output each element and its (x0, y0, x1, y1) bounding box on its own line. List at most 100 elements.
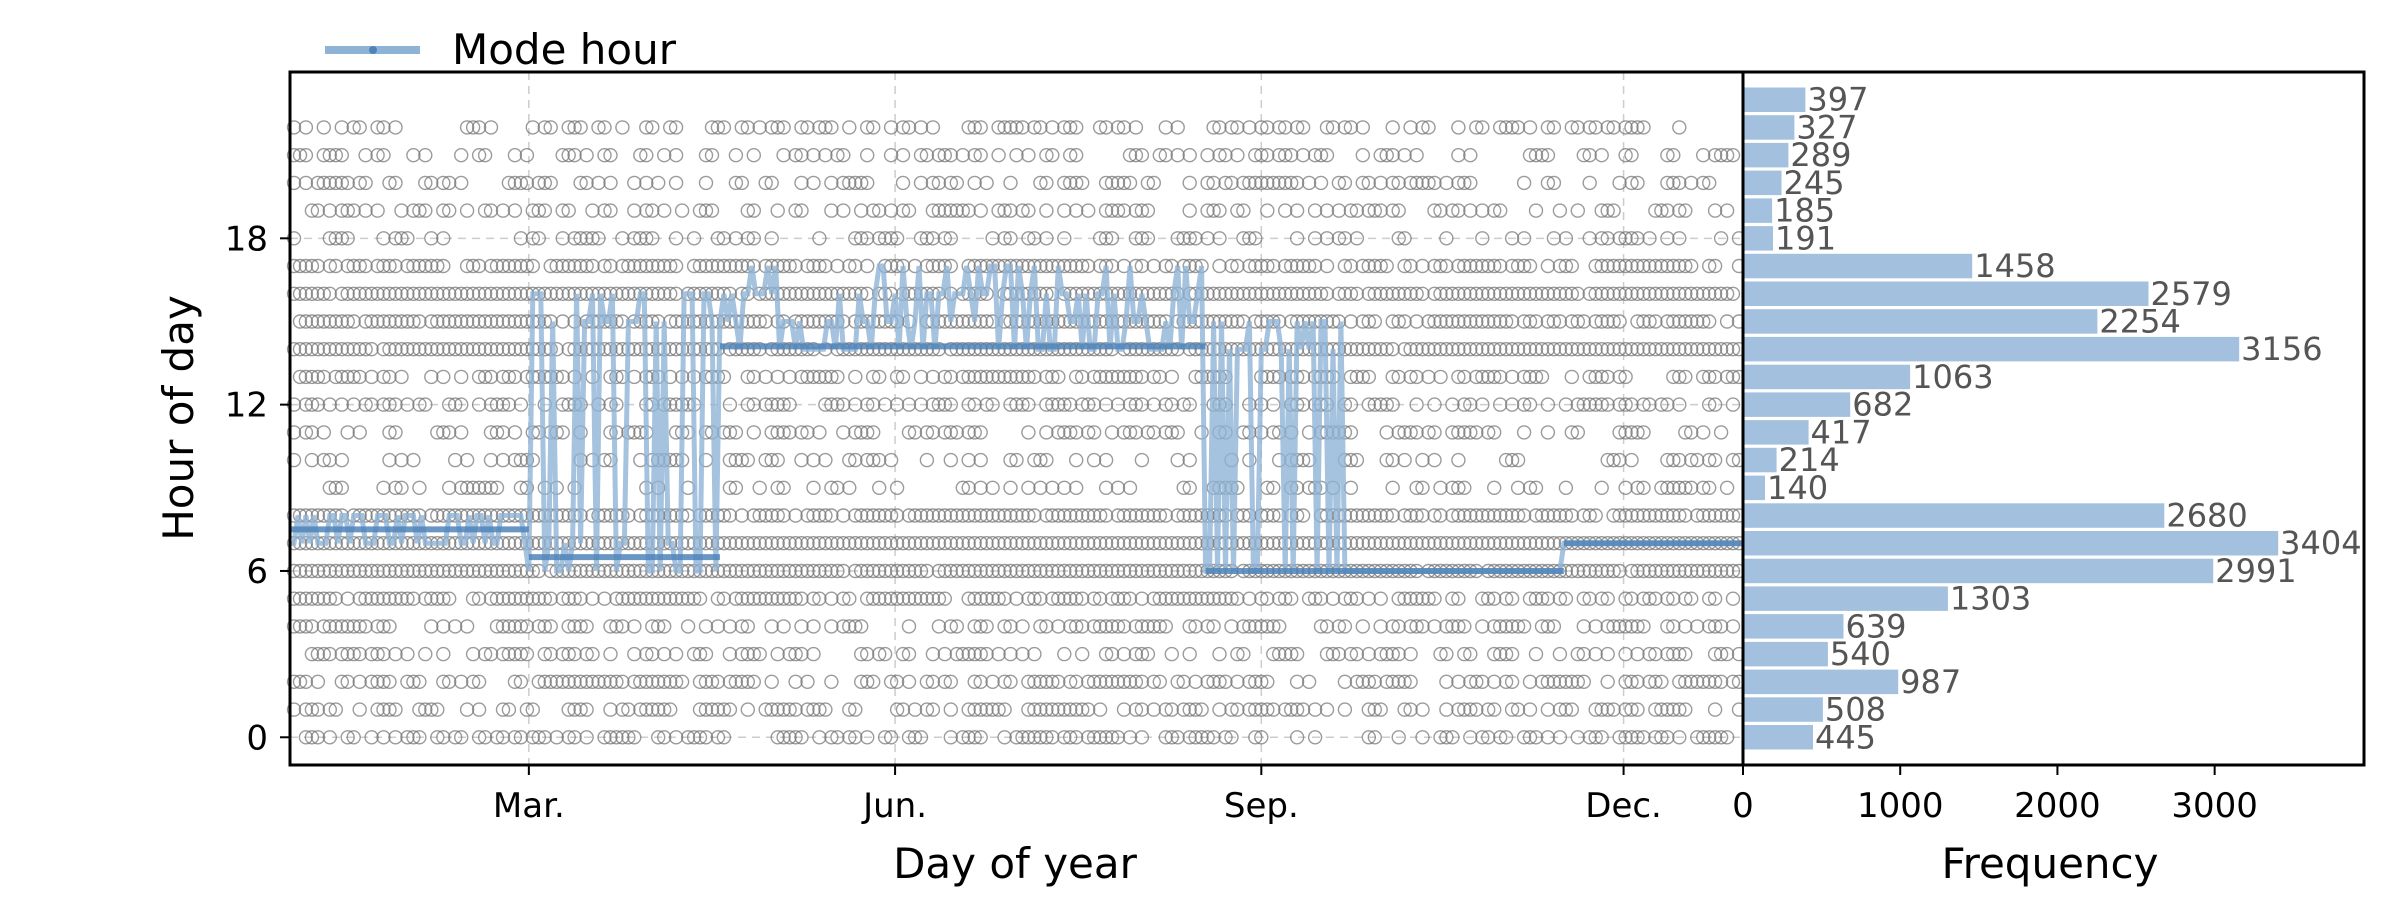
marker (1021, 425, 1036, 440)
marker (1146, 286, 1162, 301)
marker (376, 342, 391, 357)
marker (1427, 258, 1442, 274)
marker (668, 591, 684, 606)
marker (1498, 342, 1514, 357)
marker (627, 175, 642, 191)
marker (1397, 425, 1412, 440)
marker (764, 452, 779, 468)
marker (1039, 508, 1054, 523)
marker (1266, 425, 1281, 440)
marker (1134, 702, 1150, 717)
marker (895, 147, 911, 163)
marker (1642, 314, 1657, 329)
marker (1367, 258, 1383, 274)
marker (812, 425, 827, 440)
marker (1678, 591, 1693, 606)
marker (937, 203, 952, 218)
marker (1122, 397, 1138, 412)
marker (1648, 674, 1663, 689)
marker (1618, 286, 1633, 301)
marker (1636, 425, 1651, 440)
marker (525, 203, 540, 218)
marker (1612, 397, 1627, 412)
marker (543, 591, 558, 606)
marker (782, 425, 797, 440)
histogram-x-tick-label: 1000 (1857, 786, 1944, 826)
marker (573, 175, 588, 191)
marker (495, 203, 511, 218)
marker (1636, 120, 1651, 135)
marker (1212, 591, 1227, 606)
marker (1678, 480, 1693, 495)
legend-marker (369, 46, 377, 54)
marker (1516, 425, 1532, 440)
marker (454, 480, 469, 495)
marker (436, 369, 451, 385)
marker (1475, 369, 1490, 385)
marker (901, 536, 917, 551)
marker (376, 619, 391, 634)
marker (334, 342, 349, 357)
marker (967, 369, 982, 385)
marker (1170, 425, 1185, 440)
marker (1522, 342, 1538, 357)
marker (1337, 702, 1353, 717)
marker (388, 342, 403, 357)
marker (812, 702, 827, 717)
marker (824, 563, 839, 579)
marker (1266, 480, 1281, 495)
marker (459, 258, 475, 274)
marker (304, 702, 320, 717)
marker (818, 536, 833, 551)
marker (501, 342, 517, 357)
bar-hour-9 (1743, 475, 1765, 501)
marker (621, 563, 636, 579)
marker (382, 342, 397, 357)
marker (609, 619, 624, 634)
marker (1576, 563, 1592, 579)
marker (967, 425, 982, 440)
marker (842, 452, 857, 468)
marker (1349, 536, 1365, 551)
marker (1122, 536, 1138, 551)
marker (1618, 120, 1633, 135)
marker (1152, 147, 1168, 163)
marker (752, 591, 767, 606)
marker (585, 231, 600, 246)
marker (1224, 120, 1239, 135)
marker (483, 563, 499, 579)
marker (1140, 508, 1156, 523)
marker (1349, 674, 1365, 689)
marker (603, 619, 618, 634)
marker (1600, 702, 1615, 717)
histogram-panel: 4455089875406391303299134042680140214417… (1732, 70, 2366, 888)
marker (1391, 730, 1406, 745)
marker (1439, 258, 1454, 274)
marker (1379, 452, 1394, 468)
marker (1182, 508, 1197, 523)
marker (1504, 369, 1520, 385)
marker (937, 231, 952, 246)
marker (471, 480, 487, 495)
marker (985, 397, 1000, 412)
marker (913, 231, 929, 246)
marker (1110, 508, 1126, 523)
marker (1074, 619, 1090, 634)
marker (489, 342, 505, 357)
marker (925, 646, 941, 662)
marker (1624, 508, 1639, 523)
marker (1009, 591, 1024, 606)
marker (1307, 286, 1323, 301)
marker (1009, 147, 1024, 163)
marker (1307, 591, 1323, 606)
marker (495, 258, 511, 274)
marker (603, 730, 618, 745)
marker (1062, 702, 1078, 717)
marker (1134, 397, 1150, 412)
marker (1683, 286, 1699, 301)
marker (716, 730, 732, 745)
marker (752, 120, 767, 135)
marker (1409, 369, 1424, 385)
marker (358, 591, 373, 606)
marker (1439, 175, 1454, 191)
